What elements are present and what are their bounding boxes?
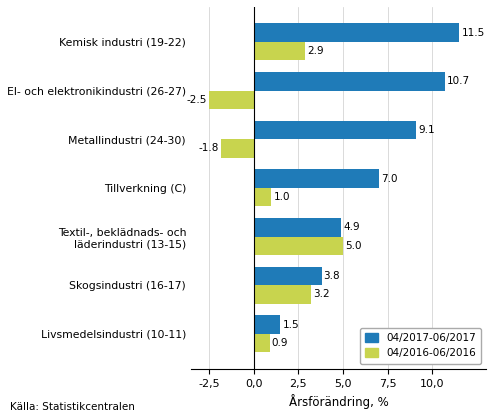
Text: 2.9: 2.9 [308, 46, 324, 56]
Bar [253, 315, 281, 334]
Text: -1.8: -1.8 [199, 144, 219, 154]
Text: 11.5: 11.5 [461, 27, 485, 37]
Bar [253, 121, 416, 139]
Bar [221, 139, 253, 158]
Bar [253, 188, 272, 206]
Bar [209, 91, 253, 109]
Legend: 04/2017-06/2017, 04/2016-06/2016: 04/2017-06/2017, 04/2016-06/2016 [360, 327, 481, 364]
Bar [253, 218, 341, 237]
X-axis label: Årsförändring, %: Årsförändring, % [288, 394, 388, 409]
Bar [253, 267, 321, 285]
Bar [253, 42, 305, 60]
Text: 10.7: 10.7 [447, 76, 470, 86]
Text: 1.0: 1.0 [274, 192, 290, 202]
Text: 3.2: 3.2 [313, 290, 329, 300]
Text: Källa: Statistikcentralen: Källa: Statistikcentralen [10, 402, 135, 412]
Bar [253, 72, 445, 91]
Bar [253, 334, 270, 352]
Text: 4.9: 4.9 [343, 222, 360, 232]
Bar [253, 169, 379, 188]
Text: 3.8: 3.8 [323, 271, 340, 281]
Text: -2.5: -2.5 [186, 95, 207, 105]
Text: 1.5: 1.5 [282, 319, 299, 329]
Text: 5.0: 5.0 [345, 241, 361, 251]
Bar [253, 23, 459, 42]
Bar [253, 237, 343, 255]
Text: 0.9: 0.9 [272, 338, 288, 348]
Text: 7.0: 7.0 [381, 173, 397, 183]
Text: 9.1: 9.1 [419, 125, 435, 135]
Bar [253, 285, 311, 304]
